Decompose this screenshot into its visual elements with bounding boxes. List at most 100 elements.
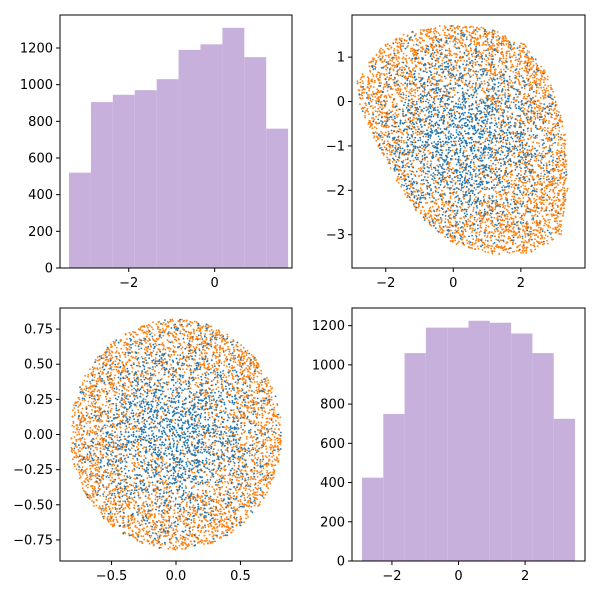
scatter-point [495, 106, 497, 108]
scatter-point [480, 53, 483, 56]
scatter-point [375, 61, 377, 64]
scatter-point [540, 162, 543, 164]
scatter-point [536, 215, 539, 218]
scatter-point [420, 63, 423, 65]
scatter-point [438, 74, 441, 76]
scatter-point [371, 117, 373, 119]
scatter-point [378, 79, 381, 81]
scatter-point [436, 71, 439, 73]
scatter-point [460, 37, 462, 39]
scatter-point [539, 102, 542, 105]
scatter-point [522, 200, 525, 203]
scatter-point [483, 174, 486, 177]
scatter-point [493, 44, 496, 47]
scatter-point [530, 250, 533, 253]
scatter-point [546, 185, 549, 188]
scatter-point [401, 75, 404, 78]
scatter-point [534, 135, 537, 138]
scatter-point [417, 113, 419, 116]
scatter-point [488, 139, 491, 142]
scatter-point [408, 111, 411, 114]
scatter-point [497, 95, 500, 97]
scatter-point [441, 164, 444, 166]
scatter-point [487, 232, 489, 235]
scatter-point [386, 149, 389, 152]
scatter-point [439, 164, 441, 166]
scatter-point [397, 113, 400, 116]
scatter-point [532, 64, 535, 67]
scatter-point [482, 167, 484, 170]
scatter-point [432, 31, 435, 33]
scatter-point [466, 30, 469, 33]
scatter-point [529, 243, 532, 246]
scatter-point [448, 202, 451, 204]
scatter-point [370, 123, 373, 126]
scatter-point [481, 89, 483, 92]
scatter-point [371, 78, 373, 81]
scatter-point [419, 187, 422, 190]
scatter-point [419, 162, 422, 164]
scatter-point [492, 179, 495, 182]
scatter-point [522, 184, 524, 187]
scatter-point [547, 224, 550, 227]
scatter-point [436, 230, 439, 233]
scatter-point [534, 213, 537, 216]
scatter-point [502, 203, 504, 206]
scatter-point [552, 161, 555, 164]
scatter-point [373, 118, 376, 121]
scatter-point [495, 199, 498, 202]
scatter-point [436, 50, 439, 53]
scatter-point [401, 173, 403, 176]
scatter-point [559, 159, 561, 162]
scatter-point [454, 43, 457, 46]
scatter-point [431, 47, 434, 50]
scatter-point [522, 251, 524, 254]
scatter-point [518, 105, 520, 108]
scatter-point [372, 68, 375, 71]
scatter-point [536, 99, 539, 102]
scatter-point [493, 228, 496, 231]
scatter-point [494, 83, 496, 86]
scatter-point [490, 235, 492, 237]
scatter-point [452, 209, 454, 212]
scatter-point [512, 48, 514, 50]
scatter-point [456, 82, 459, 85]
scatter-point [477, 124, 480, 126]
scatter-point [526, 50, 529, 52]
scatter-point [542, 128, 544, 131]
scatter-point [563, 200, 566, 203]
scatter-point [500, 149, 503, 152]
scatter-point [379, 136, 382, 139]
scatter-point [485, 224, 488, 227]
scatter-point [528, 51, 531, 53]
scatter-point [429, 223, 432, 226]
scatter-point [536, 229, 539, 232]
scatter-point [548, 120, 550, 122]
scatter-point [376, 91, 379, 94]
scatter-point [427, 112, 430, 114]
scatter-point [506, 218, 509, 220]
scatter-point [452, 25, 454, 27]
scatter-point [422, 171, 425, 174]
scatter-point [486, 87, 488, 90]
scatter-point [441, 80, 443, 83]
scatter-point [523, 230, 526, 233]
scatter-point [506, 104, 508, 107]
scatter-point [545, 119, 548, 122]
scatter-point [436, 130, 438, 133]
scatter-point [389, 145, 391, 148]
scatter-point [515, 56, 517, 59]
scatter-point [474, 85, 477, 87]
scatter-point [435, 187, 438, 190]
scatter-point [495, 149, 497, 152]
scatter-point [374, 106, 376, 108]
scatter-point [531, 170, 534, 172]
scatter-point [458, 40, 461, 43]
scatter-point [374, 66, 377, 69]
scatter-point [506, 251, 509, 254]
scatter-point [521, 225, 524, 227]
scatter-point [418, 160, 421, 163]
scatter-point [540, 113, 542, 116]
scatter-point [536, 114, 539, 117]
scatter-point [510, 66, 512, 69]
